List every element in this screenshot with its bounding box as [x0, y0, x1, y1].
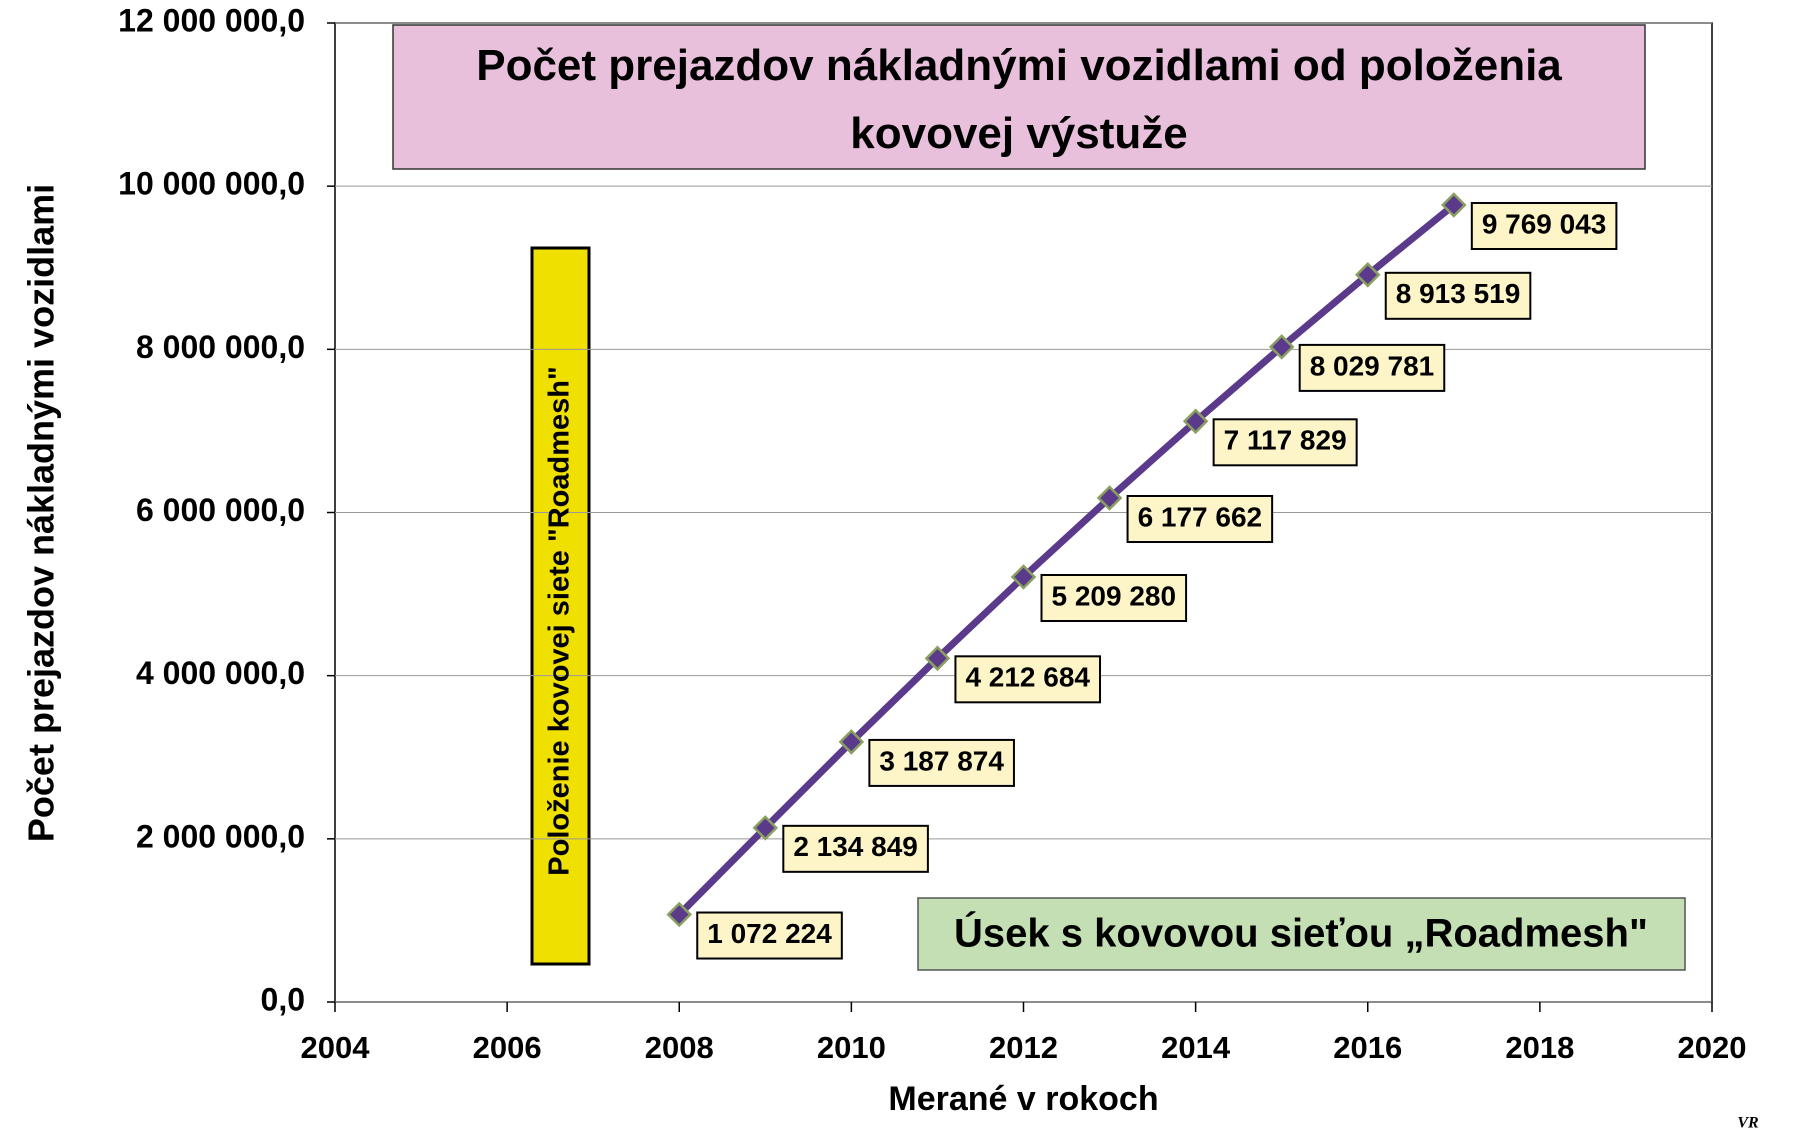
value-label: 8 913 519 [1396, 278, 1521, 309]
value-label: 5 209 280 [1052, 580, 1177, 611]
x-tick-label: 2006 [473, 1030, 542, 1065]
value-label-box [1384, 271, 1532, 320]
value-label-box [868, 738, 1015, 787]
chart-title: Počet prejazdov nákladnými vozidlami od … [476, 41, 1562, 158]
x-tick-label: 2004 [301, 1030, 371, 1065]
value-label: 3 187 874 [879, 745, 1004, 776]
value-label-box [1126, 495, 1274, 544]
value-label: 2 134 849 [793, 831, 918, 862]
x-tick-label: 2010 [817, 1030, 886, 1065]
annotation: Položenie kovovej siete "Roadmesh" [544, 366, 576, 875]
x-tick-label: 2016 [1333, 1030, 1402, 1065]
y-tick-label: 0,0 [261, 981, 305, 1017]
data-point [1268, 334, 1295, 360]
annotation-box [530, 246, 591, 966]
y-tick-label: 6 000 000,0 [136, 492, 305, 528]
y-tick-label: 4 000 000,0 [136, 655, 305, 691]
signature: VR [1737, 1115, 1759, 1132]
value-label-box [954, 655, 1102, 704]
x-tick-label: 2018 [1505, 1030, 1574, 1065]
y-tick-label: 2 000 000,0 [136, 818, 305, 854]
title-line: Počet prejazdov nákladnými vozidlami od … [476, 41, 1562, 90]
value-label-box [1470, 202, 1618, 251]
y-tick-label: 8 000 000,0 [136, 329, 305, 365]
data-point [838, 729, 865, 755]
value-label-box [1040, 574, 1188, 623]
value-label: 6 177 662 [1138, 501, 1263, 532]
x-axis-title: Merané v rokoch [888, 1080, 1158, 1118]
annotation: Úsek s kovovou sieťou „Roadmesh" [954, 910, 1648, 956]
y-tick-label: 10 000 000,0 [118, 166, 305, 202]
data-point [666, 901, 693, 928]
value-label-box [696, 911, 843, 960]
title-box [392, 24, 1646, 170]
annotation-box [917, 897, 1686, 971]
data-point [924, 645, 951, 672]
data-point [1010, 564, 1037, 590]
value-label: 8 029 781 [1310, 350, 1435, 381]
value-label-box [1298, 343, 1446, 392]
y-axis-title: Počet prejazdov nákladnými vozidlami [21, 184, 62, 842]
x-tick-label: 2012 [989, 1030, 1058, 1065]
value-label-box [1212, 418, 1358, 467]
value-label: 4 212 684 [965, 662, 1090, 693]
data-line [676, 202, 1457, 917]
value-label: 7 117 829 [1224, 425, 1347, 456]
value-label: 1 072 224 [707, 918, 832, 949]
title-line: kovovej výstuže [850, 109, 1188, 158]
value-label: 9 769 043 [1482, 208, 1607, 239]
data-point [1354, 262, 1381, 288]
data-point [1441, 192, 1467, 218]
data-point [1182, 408, 1209, 435]
x-tick-label: 2014 [1161, 1030, 1231, 1065]
x-tick-label: 2020 [1678, 1030, 1747, 1065]
data-point [1096, 485, 1123, 511]
y-tick-label: 12 000 000,0 [118, 2, 305, 38]
x-tick-label: 2008 [645, 1030, 714, 1065]
data-point [752, 815, 779, 841]
value-label-box [782, 824, 929, 873]
